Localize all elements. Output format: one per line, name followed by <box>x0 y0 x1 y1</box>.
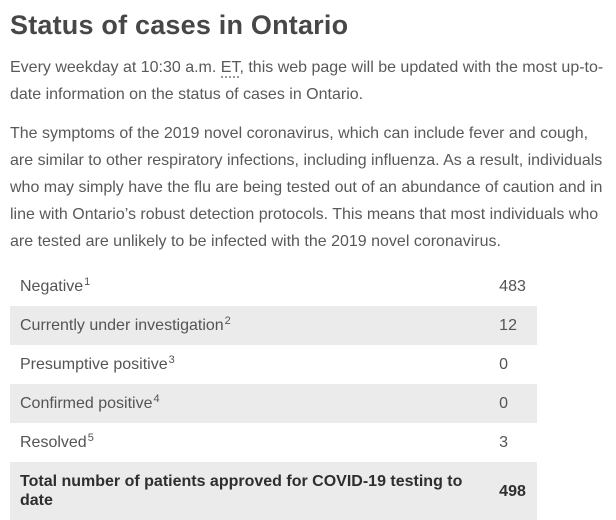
row-label: Negative <box>20 278 84 295</box>
row-value: 12 <box>499 317 517 334</box>
update-schedule-paragraph: Every weekday at 10:30 a.m. ET, this web… <box>10 54 610 108</box>
footnote-ref-4[interactable]: 4 <box>153 392 160 405</box>
table-row-resolved: Resolved5 3 <box>10 423 537 462</box>
timezone-abbreviation: ET <box>220 59 240 78</box>
row-value: 0 <box>499 395 509 412</box>
case-status-table: Negative1 483 Currently under investigat… <box>10 267 537 520</box>
symptoms-paragraph: The symptoms of the 2019 novel coronavir… <box>10 125 603 250</box>
row-label: Resolved <box>20 434 87 451</box>
footnote-ref-1[interactable]: 1 <box>84 275 91 288</box>
intro-text-end: , this web page will be updated with the… <box>10 59 604 103</box>
table-row-presumptive-positive: Presumptive positive3 0 <box>10 345 537 384</box>
total-value: 498 <box>499 482 526 500</box>
total-label: Total number of patients approved for CO… <box>20 473 463 509</box>
row-label: Currently under investigation <box>20 317 224 334</box>
page-title: Status of cases in Ontario <box>10 10 349 40</box>
table-row-confirmed-positive: Confirmed positive4 0 <box>10 384 537 423</box>
footnote-ref-3[interactable]: 3 <box>168 353 175 366</box>
table-row-under-investigation: Currently under investigation2 12 <box>10 306 537 345</box>
row-label: Confirmed positive <box>20 395 153 412</box>
row-label: Presumptive positive <box>20 356 168 373</box>
table-row-negative: Negative1 483 <box>10 267 537 306</box>
table-row-total: Total number of patients approved for CO… <box>10 462 537 520</box>
footnote-ref-2[interactable]: 2 <box>224 314 231 327</box>
row-value: 3 <box>499 434 509 451</box>
footnote-ref-5[interactable]: 5 <box>87 431 94 444</box>
row-value: 483 <box>499 278 526 295</box>
row-value: 0 <box>499 356 509 373</box>
intro-text-start: Every weekday at 10:30 a.m. <box>10 59 221 76</box>
